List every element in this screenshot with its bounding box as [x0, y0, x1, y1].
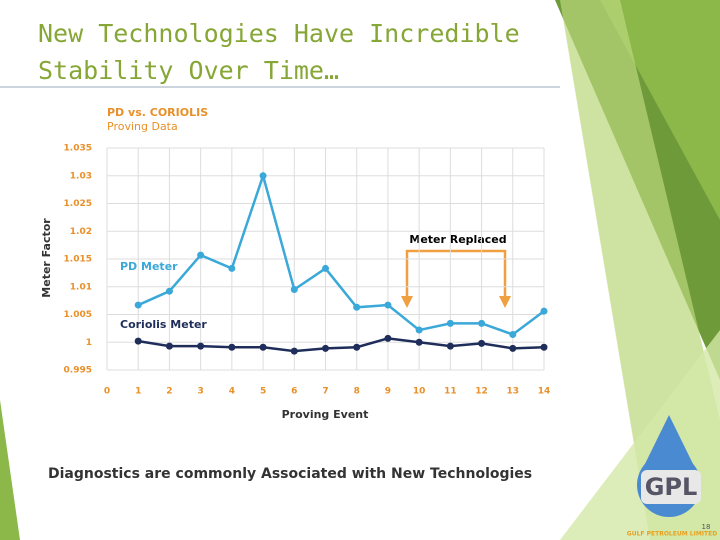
logo: GPL [645, 473, 698, 501]
point [540, 307, 548, 315]
point [478, 319, 486, 327]
point [290, 347, 298, 355]
caption: Diagnostics are commonly Associated with… [48, 466, 532, 482]
point [197, 251, 205, 259]
point [228, 264, 236, 272]
decor [0, 400, 20, 540]
x-tick-label: 1 [135, 387, 141, 397]
point [353, 303, 361, 311]
point [446, 319, 454, 327]
series-label: Coriolis Meter [120, 318, 207, 331]
point [290, 286, 298, 294]
y-tick-label: 1 [86, 338, 92, 348]
point [134, 301, 142, 309]
annotation-bracket [405, 249, 507, 300]
point [384, 301, 392, 309]
x-tick-label: 9 [385, 387, 391, 397]
slide-title: New Technologies Have Incredible [38, 19, 520, 48]
x-tick-label: 5 [260, 387, 266, 397]
x-axis-label: Proving Event [282, 408, 369, 421]
point [415, 338, 423, 346]
point [165, 342, 173, 350]
slide-title: Stability Over Time… [38, 56, 339, 85]
x-tick-label: 7 [322, 387, 328, 397]
y-tick-label: 1.035 [64, 144, 92, 154]
x-tick-label: 3 [198, 387, 204, 397]
point [228, 343, 236, 351]
point [353, 343, 361, 351]
y-tick-label: 1.03 [70, 171, 92, 181]
point [322, 264, 329, 272]
annotation-arrow [401, 296, 413, 308]
x-tick-label: 6 [291, 387, 297, 397]
x-tick-label: 13 [507, 387, 520, 397]
logo-plate [641, 470, 701, 504]
series-line [138, 337, 545, 353]
x-tick-label: 10 [413, 387, 426, 397]
y-tick-label: 1.01 [70, 282, 92, 292]
series-line [137, 171, 545, 336]
point [415, 326, 423, 334]
y-tick-label: 0.995 [64, 366, 92, 376]
x-tick-label: 11 [444, 387, 457, 397]
point [134, 337, 142, 345]
x-tick-label: 0 [104, 387, 110, 397]
x-tick-label: 12 [475, 387, 488, 397]
y-tick-label: 1.015 [64, 255, 92, 265]
logo-subtitle: GULF PETROLEUM LIMITED [627, 531, 717, 538]
point [446, 342, 454, 350]
point [259, 343, 267, 351]
logo-drop [642, 415, 696, 470]
chart-bg [50, 96, 560, 436]
chart-title: PD vs. CORIOLIS [107, 106, 208, 119]
point [165, 287, 173, 295]
chart-subtitle: Proving Data [107, 120, 178, 133]
point [478, 339, 486, 347]
point [384, 334, 392, 342]
point [259, 172, 267, 180]
page-number: 18 [702, 523, 711, 531]
annotation-arrow [499, 296, 511, 308]
point [197, 342, 205, 350]
x-tick-label: 2 [166, 387, 172, 397]
point [540, 343, 548, 351]
y-tick-label: 1.025 [64, 199, 92, 209]
y-tick-label: 1.02 [70, 227, 92, 237]
point [509, 344, 517, 352]
x-tick-label: 8 [354, 387, 360, 397]
y-axis-label: Meter Factor [40, 218, 53, 298]
series-label: PD Meter [120, 260, 178, 273]
point [509, 330, 517, 338]
x-tick-label: 4 [229, 387, 235, 397]
x-tick-label: 14 [538, 387, 551, 397]
point [322, 344, 329, 352]
y-tick-label: 1.005 [64, 310, 92, 320]
annotation: Meter Replaced [409, 233, 506, 246]
